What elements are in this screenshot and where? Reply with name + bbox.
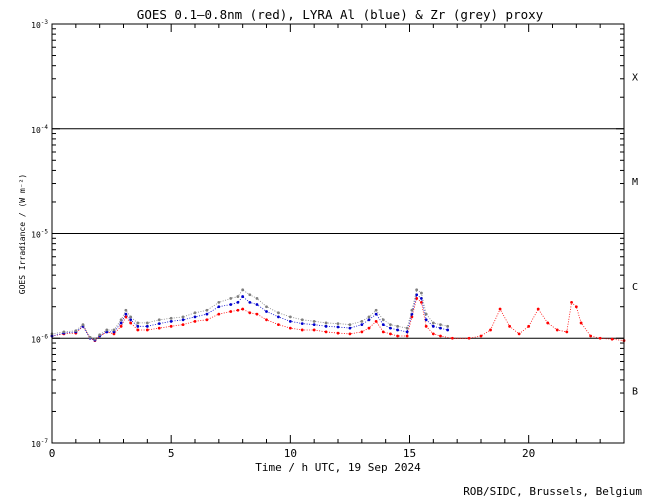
flare-class-label: M: [632, 177, 638, 188]
y-axis-label: GOES Irradiance / (W m⁻²): [18, 174, 27, 294]
data-point: [277, 311, 280, 315]
x-tick-label: 15: [403, 447, 416, 460]
x-axis-label: Time / h UTC, 19 Sep 2024: [255, 461, 421, 474]
data-point: [236, 308, 240, 312]
data-point: [598, 336, 602, 340]
x-tick-label: 20: [522, 447, 535, 460]
data-point: [431, 324, 435, 328]
data-point: [217, 305, 221, 309]
data-point: [517, 332, 521, 336]
data-point: [193, 311, 197, 315]
data-point: [288, 326, 292, 330]
data-point: [374, 319, 378, 323]
data-point: [62, 330, 66, 334]
data-point: [439, 326, 442, 330]
data-point: [229, 303, 233, 306]
data-point: [589, 334, 593, 338]
series-trace: [51, 289, 448, 340]
data-point: [124, 308, 128, 312]
data-point: [181, 323, 185, 326]
data-point: [446, 328, 450, 332]
y-tick-label: 10-4: [31, 124, 48, 135]
data-point: [248, 311, 252, 315]
data-point: [255, 312, 259, 316]
data-points: [50, 288, 626, 342]
series-1: [50, 293, 450, 342]
data-point: [324, 324, 328, 328]
axes: 0 5 10 15 20 10-7 10-6 10-5 10-4 10-3 B C M X: [31, 19, 638, 460]
threshold-lines: [52, 128, 624, 339]
x-tick-label: 10: [284, 447, 297, 460]
y-tick-label: 10-7: [31, 438, 48, 449]
data-point: [410, 308, 414, 312]
data-point: [381, 330, 385, 334]
data-point: [467, 336, 471, 340]
data-point: [405, 330, 409, 334]
series-trace: [51, 294, 448, 341]
data-point: [300, 318, 304, 322]
credit-text: ROB/SIDC, Brussels, Belgium: [463, 485, 642, 498]
series-trace: [51, 297, 625, 342]
data-point: [389, 332, 392, 336]
flare-class-label: B: [632, 387, 638, 398]
data-point: [193, 319, 197, 323]
data-point: [229, 310, 233, 313]
data-point: [336, 325, 340, 329]
data-point: [396, 328, 399, 332]
data-point: [157, 322, 161, 325]
data-point: [479, 334, 483, 338]
data-point: [136, 321, 140, 325]
data-point: [415, 288, 419, 292]
series-0: [50, 297, 626, 342]
series-2: [50, 288, 450, 341]
data-point: [217, 312, 221, 316]
y-tick-label: 10-5: [31, 229, 48, 240]
x-tick-label: 0: [49, 447, 56, 460]
data-point: [348, 326, 352, 330]
y-tick-label: 10-3: [31, 19, 48, 30]
flare-class-label: C: [632, 282, 638, 293]
data-point: [145, 324, 149, 328]
data-point: [396, 334, 399, 338]
data-point: [181, 318, 185, 322]
data-point: [348, 323, 352, 326]
flare-class-label: X: [632, 72, 638, 83]
data-point: [324, 330, 328, 334]
x-tick-label: 5: [168, 447, 175, 460]
data-point: [610, 337, 614, 341]
data-point: [288, 315, 292, 319]
data-point: [169, 316, 173, 320]
y-tick-label: 10-6: [31, 333, 48, 344]
data-point: [145, 328, 149, 332]
chart-title: GOES 0.1—0.8nm (red), LYRA Al (blue) & Z…: [137, 7, 544, 22]
data-point: [181, 315, 185, 319]
data-point: [265, 305, 268, 309]
data-point: [336, 331, 340, 335]
data-point: [169, 319, 173, 323]
data-point: [446, 324, 450, 328]
data-point: [312, 319, 316, 323]
data-point: [229, 297, 233, 300]
